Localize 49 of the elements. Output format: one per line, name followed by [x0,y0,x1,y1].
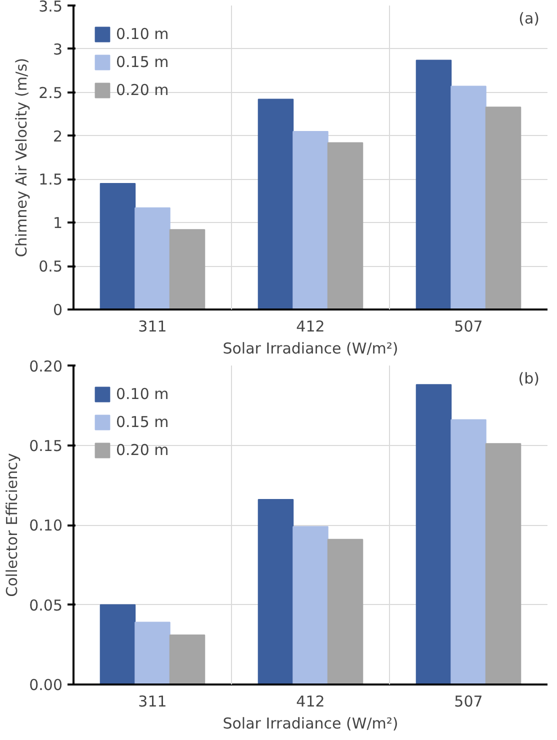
legend-label: 0.15 m [116,413,169,431]
legend-label: 0.20 m [116,81,169,99]
bar [100,604,136,684]
y-tick-label: 3.5 [38,0,63,16]
x-tick-label: 311 [138,692,167,710]
legend-label: 0.15 m [116,53,169,71]
bar [292,526,328,684]
bar [416,384,452,684]
y-tick-label: 0.15 [29,436,63,455]
bar [100,183,136,310]
bar [450,419,486,684]
bar [327,142,364,310]
y-axis-title: Chimney Air Velocity (m/s) [12,58,31,258]
y-tick-label: 2.5 [38,84,63,102]
y-tick-label: 0.05 [29,596,63,614]
bar [258,98,294,310]
bar [292,130,328,310]
bar [450,86,486,310]
x-tick-label: 412 [296,318,325,336]
y-axis-title: Collector Efficiency [3,453,22,597]
y-tick-label: 0.20 [29,358,63,376]
y-tick-label: 1.5 [38,170,63,189]
y-tick-label: 0.00 [29,676,63,694]
bar [327,538,364,684]
y-tick-label: 0 [52,301,63,319]
bar [258,498,294,684]
bar [134,207,170,310]
bar [416,60,452,310]
x-axis-title: Solar Irradiance (W/m²) [222,340,398,358]
y-tick-label: 0.5 [38,258,63,276]
bar [485,443,522,684]
bar [134,622,170,684]
y-tick-label: 1 [52,214,63,232]
legend-label: 0.10 m [116,25,169,43]
bar [485,106,522,310]
y-tick-label: 0.10 [29,516,63,534]
legend-label: 0.10 m [116,385,169,403]
bar [169,634,206,684]
y-tick-label: 3 [52,40,63,58]
x-tick-label: 507 [454,318,483,336]
annotation: (b) [518,370,540,388]
annotation: (a) [518,10,540,28]
legend-label: 0.20 m [116,441,169,459]
x-tick-label: 507 [454,692,483,710]
y-tick-label: 2 [52,127,63,146]
x-tick-label: 311 [138,318,167,336]
x-tick-label: 412 [296,692,325,710]
bar [169,229,206,310]
x-axis-title: Solar Irradiance (W/m²) [222,714,398,732]
